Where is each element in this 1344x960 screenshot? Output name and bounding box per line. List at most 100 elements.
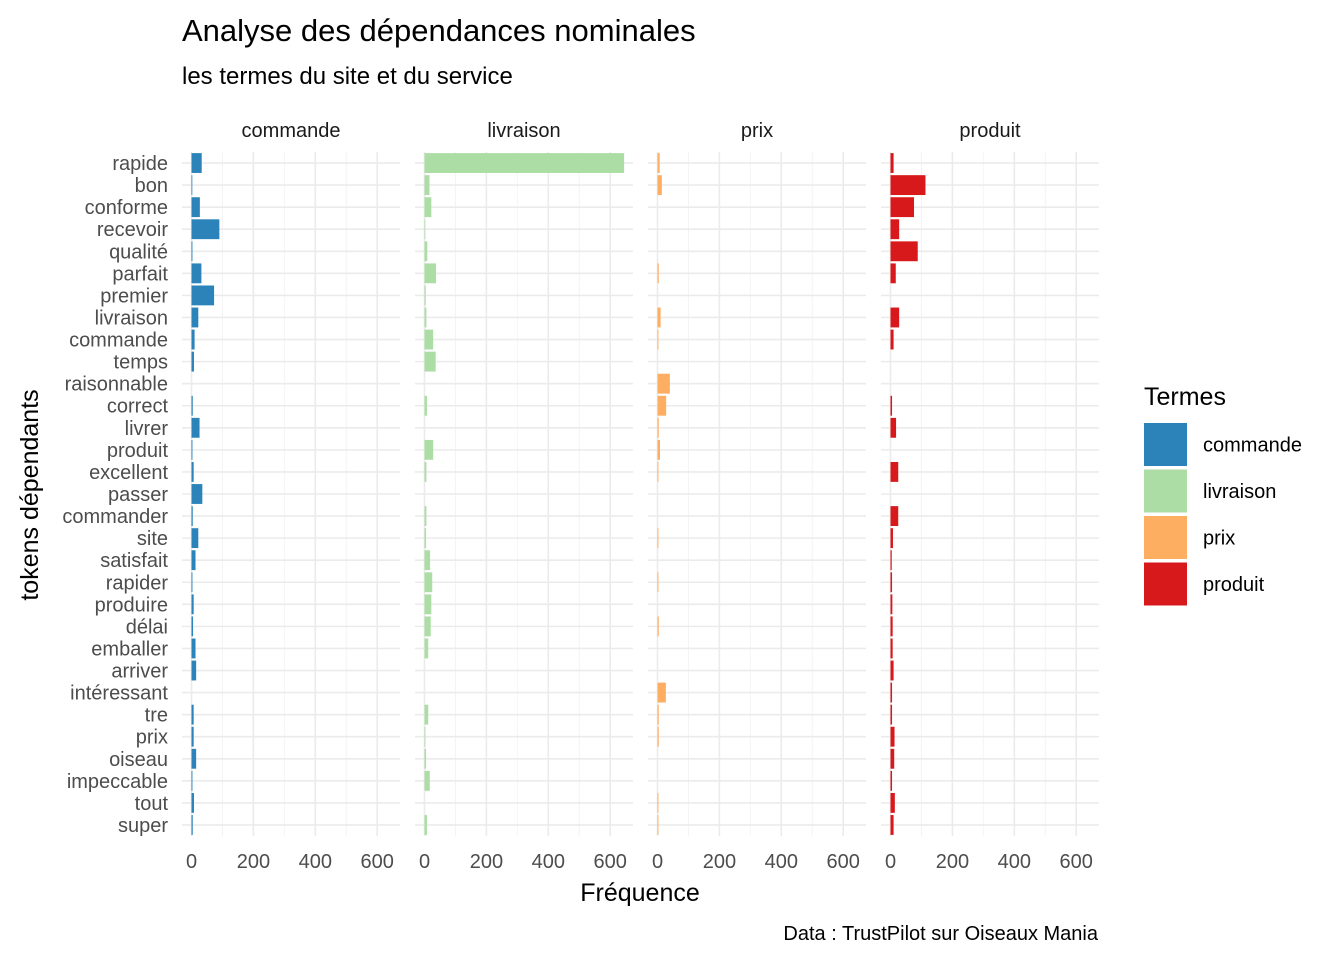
bar-produit-conforme <box>890 197 915 218</box>
bar-prix-super <box>657 815 659 835</box>
legend-label-livraison: livraison <box>1203 481 1276 503</box>
bar-prix-parfait <box>657 263 659 284</box>
bar-commande-super <box>191 815 193 835</box>
bar-commande-site <box>191 528 199 549</box>
y-tick-label: qualité <box>109 241 168 263</box>
y-tick-label: premier <box>100 285 168 307</box>
y-tick-label: délai <box>126 616 168 638</box>
bar-commande-correct <box>191 395 193 416</box>
facet-panel-commande: commande 0 200 400 600 <box>182 120 400 873</box>
y-tick-label: rapider <box>106 572 169 594</box>
bar-prix-commande <box>657 329 659 350</box>
bar-prix-livrer <box>657 417 659 438</box>
bar-livraison-commander <box>424 506 427 526</box>
bar-commande-tre <box>191 704 194 725</box>
x-tick-label: 0 <box>186 851 197 873</box>
bar-produit-satisfait <box>890 550 892 571</box>
bar-commande-prix <box>191 726 194 747</box>
y-tick-label: produit <box>107 440 169 462</box>
bar-livraison-bon <box>424 175 430 196</box>
bar-produit-livraison <box>890 307 900 328</box>
y-tick-label: conforme <box>85 197 168 219</box>
bar-commande-arriver <box>191 660 197 681</box>
facet-panel-produit: produit 0 200 400 600 <box>881 120 1099 873</box>
y-tick-label: parfait <box>112 263 168 285</box>
bar-prix-rapider <box>657 572 659 593</box>
bar-produit-emballer <box>890 638 893 659</box>
bar-commande-conforme <box>191 197 200 218</box>
facet-strip-label: produit <box>959 120 1021 142</box>
bar-livraison-conforme <box>424 197 432 218</box>
bar-livraison-qualité <box>424 241 428 262</box>
y-tick-label: impeccable <box>67 771 168 793</box>
bar-livraison-rapider <box>424 572 433 593</box>
y-tick-label: livraison <box>95 307 168 329</box>
y-tick-label: site <box>137 528 168 550</box>
chart-subtitle: les termes du site et du service <box>182 63 513 90</box>
legend-title: Termes <box>1144 383 1226 411</box>
x-tick-label: 0 <box>419 851 430 873</box>
bar-livraison-site <box>424 528 427 549</box>
bar-commande-rapide <box>191 153 202 173</box>
bar-livraison-oiseau <box>424 748 427 769</box>
bar-produit-bon <box>890 175 926 196</box>
bar-commande-premier <box>191 285 215 306</box>
y-tick-label: tre <box>145 705 168 727</box>
y-tick-label: commander <box>62 506 168 528</box>
bar-prix-intéressant <box>657 682 666 703</box>
bar-produit-correct <box>890 395 893 416</box>
x-tick-label: 400 <box>532 851 565 873</box>
bar-livraison-satisfait <box>424 550 431 571</box>
x-tick-label: 200 <box>237 851 270 873</box>
chart-caption: Data : TrustPilot sur Oiseaux Mania <box>783 923 1098 945</box>
y-tick-label: bon <box>135 175 168 197</box>
bar-prix-site <box>657 528 659 549</box>
bar-livraison-produire <box>424 594 432 615</box>
bar-produit-rapide <box>890 153 894 173</box>
bar-livraison-impeccable <box>424 770 430 791</box>
bar-produit-tout <box>890 792 895 813</box>
y-tick-label: excellent <box>89 462 168 484</box>
bar-livraison-temps <box>424 351 436 372</box>
bar-commande-livrer <box>191 417 200 438</box>
bar-prix-livraison <box>657 307 661 328</box>
bar-commande-bon <box>191 175 193 196</box>
facet-panel-livraison: livraison 0 200 400 600 <box>415 120 633 873</box>
y-tick-label: arriver <box>111 661 168 683</box>
bar-commande-impeccable <box>191 770 193 791</box>
x-tick-label: 400 <box>299 851 332 873</box>
y-axis-ticks: rapidebonconformerecevoirqualitéparfaitp… <box>62 153 168 837</box>
bar-livraison-emballer <box>424 638 429 659</box>
y-tick-label: tout <box>135 793 169 815</box>
facet-strip-label: prix <box>741 120 773 142</box>
bar-produit-parfait <box>890 263 896 284</box>
x-tick-label: 200 <box>703 851 736 873</box>
bar-livraison-rapide <box>424 153 625 173</box>
bar-produit-excellent <box>890 462 899 482</box>
y-tick-label: produire <box>95 594 168 616</box>
bar-prix-tout <box>657 792 659 813</box>
bar-commande-passer <box>191 484 203 504</box>
bar-produit-arriver <box>890 660 894 681</box>
x-tick-label: 400 <box>998 851 1031 873</box>
y-tick-label: prix <box>136 727 168 749</box>
x-tick-label: 600 <box>361 851 394 873</box>
bar-livraison-commande <box>424 329 434 350</box>
bar-prix-bon <box>657 175 662 196</box>
legend-key-produit <box>1144 562 1187 606</box>
bar-prix-correct <box>657 395 667 416</box>
bar-livraison-produit <box>424 439 434 460</box>
legend-key-commande <box>1144 423 1187 466</box>
x-tick-label: 0 <box>652 851 663 873</box>
y-tick-label: emballer <box>91 638 168 660</box>
x-tick-label: 600 <box>827 851 860 873</box>
bar-produit-impeccable <box>890 770 893 791</box>
y-tick-label: passer <box>108 484 168 506</box>
bar-livraison-excellent <box>424 462 427 482</box>
bar-commande-livraison <box>191 307 199 328</box>
bar-commande-temps <box>191 351 194 372</box>
bar-prix-raisonnable <box>657 373 670 394</box>
facet-strip-label: commande <box>242 120 341 142</box>
bar-commande-produire <box>191 594 194 615</box>
